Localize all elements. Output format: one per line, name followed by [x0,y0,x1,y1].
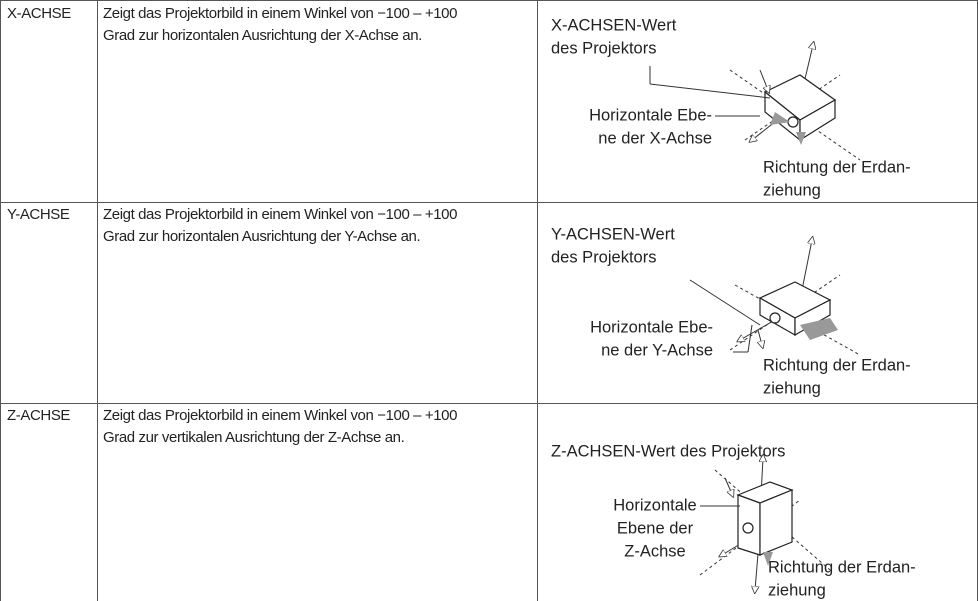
plane-label: ne der X-Achse [598,129,712,147]
plane-label: Horizontale Ebe- [589,106,712,124]
value-label: Z-ACHSEN-Wert des Projektors [551,442,785,460]
row-label: X-ACHSE [7,5,71,22]
projector-diagram-z [699,458,831,590]
plane-label: Horizontale Ebe- [590,318,713,336]
value-label: des Projektors [551,248,656,266]
projector-diagram-x [649,45,861,161]
plane-label: Z-Achse [624,542,685,560]
gravity-label: ziehung [763,181,821,199]
row-label: Y-ACHSE [7,206,70,223]
row-description: Grad zur vertikalen Ausrichtung der Z-Ac… [103,429,404,446]
gravity-label: Richtung der Erdan- [768,558,916,576]
row-description: Grad zur horizontalen Ausrichtung der X-… [103,27,422,44]
plane-label: Ebene der [617,519,694,537]
gravity-label: Richtung der Erdan- [763,158,911,176]
value-label: Y-ACHSEN-Wert [551,225,675,243]
plane-label: ne der Y-Achse [601,341,713,359]
value-label: X-ACHSEN-Wert [551,16,677,34]
gravity-label: ziehung [763,379,821,397]
projector-diagram-y [689,240,861,356]
value-label: des Projektors [551,39,656,57]
plane-label: Horizontale [613,496,696,514]
row-description: Zeigt das Projektorbild in einem Winkel … [103,407,457,424]
gravity-label: Richtung der Erdan- [763,356,911,374]
row-description: Zeigt das Projektorbild in einem Winkel … [103,206,457,223]
gravity-label: ziehung [768,581,826,599]
row-description: Zeigt das Projektorbild in einem Winkel … [103,5,457,22]
row-description: Grad zur horizontalen Ausrichtung der Y-… [103,228,420,245]
row-label: Z-ACHSE [7,407,70,424]
